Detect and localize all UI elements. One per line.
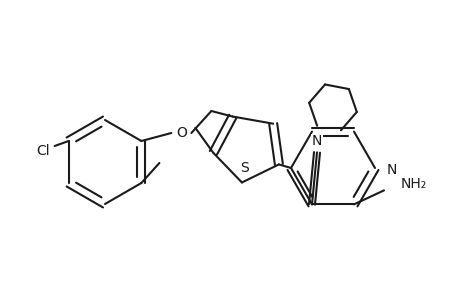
Text: S: S bbox=[240, 161, 249, 176]
Text: NH₂: NH₂ bbox=[400, 177, 426, 191]
Text: O: O bbox=[175, 126, 186, 140]
Text: N: N bbox=[386, 163, 397, 177]
Text: Cl: Cl bbox=[36, 144, 49, 158]
Text: N: N bbox=[311, 134, 321, 148]
